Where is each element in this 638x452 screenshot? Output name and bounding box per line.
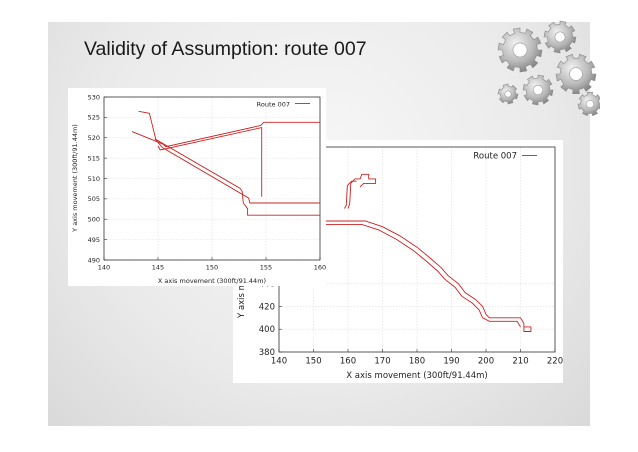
x-tick-label: 140 xyxy=(271,357,287,367)
y-tick-label: 490 xyxy=(88,256,100,264)
x-tick-label: 140 xyxy=(98,264,110,272)
series-line xyxy=(131,121,320,148)
x-tick-label: 220 xyxy=(547,357,563,367)
chart-zoomed-route: 140 145 150 155 160 490 495 500 505 510 515 520 525 5… xyxy=(68,88,326,286)
series-line xyxy=(138,110,320,216)
series-line xyxy=(157,127,263,197)
y-tick-label: 525 xyxy=(88,114,100,122)
x-tick-label: 155 xyxy=(260,264,272,272)
x-tick-label: 150 xyxy=(206,264,218,272)
gear-hub xyxy=(585,99,595,109)
y-axis-label: Y axis m xyxy=(237,282,247,319)
y-tick-label: 380 xyxy=(259,348,275,358)
series-line xyxy=(279,223,521,328)
x-axis-label: X axis movement (300ft/91.44m) xyxy=(346,371,487,381)
gear-hub xyxy=(504,90,512,98)
x-tick-label: 145 xyxy=(152,264,164,272)
y-tick-label: 505 xyxy=(88,195,100,203)
slide-title: Validity of Assumption: route 007 xyxy=(84,38,367,60)
y-tick-label: 515 xyxy=(88,154,100,162)
series-line xyxy=(347,173,377,209)
x-tick-label: 200 xyxy=(478,357,494,367)
y-tick-label: 520 xyxy=(88,134,100,142)
y-tick-label: 420 xyxy=(259,302,275,312)
legend: Route 007 xyxy=(257,101,310,109)
y-tick-label: 530 xyxy=(88,93,100,101)
gear-hub xyxy=(569,67,583,81)
y-tick-label: 500 xyxy=(88,216,100,224)
gear-hub xyxy=(532,84,544,96)
x-axis-label: X axis movement (300ft/91.44m) xyxy=(158,277,266,285)
series-line xyxy=(344,180,357,209)
gear-hub xyxy=(554,31,566,43)
x-tick-label: 170 xyxy=(374,357,390,367)
gears-icon xyxy=(497,20,600,117)
legend-label: Route 007 xyxy=(257,101,290,109)
x-tick-label: 150 xyxy=(305,357,321,367)
series-line xyxy=(154,138,320,204)
x-tick-label: 210 xyxy=(512,357,528,367)
y-tick-label: 400 xyxy=(259,325,275,335)
y-tick-label: 510 xyxy=(88,175,100,183)
y-tick-label: 495 xyxy=(88,236,100,244)
y-axis-label: Y axis movement (300ft/91.44m) xyxy=(71,124,79,233)
legend-label: Route 007 xyxy=(473,152,517,162)
x-tick-label: 160 xyxy=(340,357,356,367)
gear-hub xyxy=(512,42,528,58)
legend: Route 007 xyxy=(473,152,537,162)
chart-zoomed-route-svg: 140 145 150 155 160 490 495 500 505 510 515 520 525 5… xyxy=(71,93,326,285)
x-tick-label: 160 xyxy=(314,264,326,272)
x-tick-label: 180 xyxy=(409,357,425,367)
series-line xyxy=(279,220,532,332)
x-tick-label: 190 xyxy=(443,357,459,367)
